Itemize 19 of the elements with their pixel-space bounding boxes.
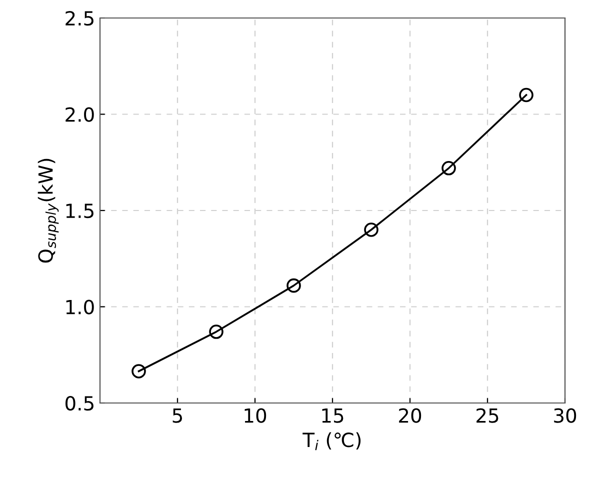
point [209, 324, 224, 339]
point [286, 278, 301, 293]
x-tick-label: 10 [244, 408, 266, 423]
point [132, 364, 146, 378]
y-tick-label: 0.5 [66, 396, 94, 411]
point [519, 88, 534, 102]
x-tick-label: 20 [399, 408, 422, 423]
x-tick-label: 30 [554, 408, 576, 423]
y-tick-label: 2.5 [66, 10, 94, 26]
y-axis-title: Q$_{supply}$(kW) [38, 158, 59, 263]
y-tick-label: 1.0 [66, 300, 94, 314]
x-tick-label: 25 [476, 408, 498, 423]
x-tick-label: 15 [322, 408, 344, 423]
point [442, 160, 456, 176]
point [364, 222, 378, 237]
x-axis-title: T$_{i}$ (℃) [302, 432, 361, 450]
x-tick-label: 5 [172, 408, 182, 423]
y-tick-label: 1.5 [66, 204, 94, 218]
y-tick-label: 2.0 [66, 107, 94, 122]
